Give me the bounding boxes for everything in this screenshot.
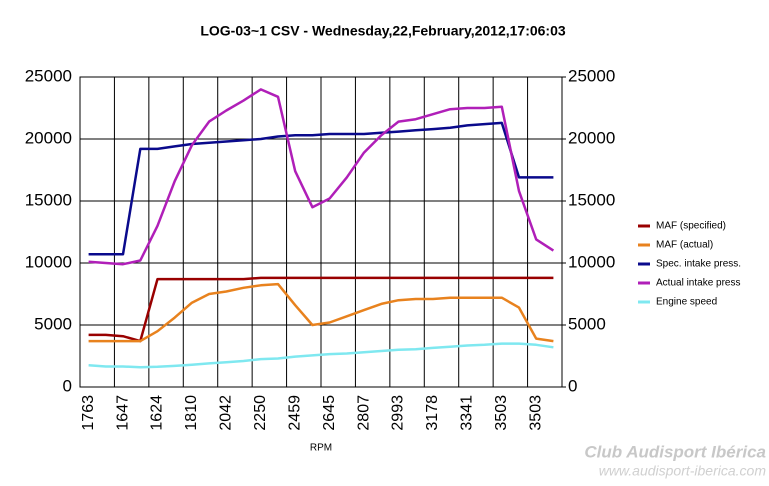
x-tick-label: 3503	[493, 395, 510, 431]
x-tick-label: 2459	[286, 395, 303, 431]
x-tick-label: 2993	[390, 395, 407, 431]
series-line	[88, 282, 554, 343]
legend-label: MAF (specified)	[656, 221, 726, 232]
legend-label: Actual intake press	[656, 278, 741, 289]
chart-title: LOG-03~1 CSV - Wednesday,22,February,201…	[200, 23, 566, 39]
x-tick-label: 2250	[252, 395, 269, 431]
x-axis-label: RPM	[310, 443, 332, 454]
y2-tick-label: 10000	[568, 252, 615, 271]
x-tick-label: 1763	[80, 395, 97, 431]
series-line	[88, 276, 554, 343]
x-tick-label: 2645	[321, 395, 338, 431]
y-tick-label: 25000	[25, 66, 72, 85]
watermark: Club Audisport Ibérica	[584, 442, 766, 461]
legend-label: Spec. intake press.	[656, 259, 741, 270]
series-line	[88, 121, 554, 256]
x-tick-label: 1624	[149, 395, 166, 431]
series-line	[88, 342, 554, 369]
y2-tick-label: 15000	[568, 190, 615, 209]
x-tick-label: 2042	[218, 395, 235, 431]
y-tick-label: 20000	[25, 128, 72, 147]
y2-tick-label: 25000	[568, 66, 615, 85]
y-tick-label: 10000	[25, 252, 72, 271]
x-tick-label: 3503	[527, 395, 544, 431]
y-tick-label: 5000	[34, 314, 72, 333]
y2-tick-label: 5000	[568, 314, 606, 333]
x-tick-label: 3178	[424, 395, 441, 431]
y2-tick-label: 0	[568, 376, 577, 395]
y-tick-label: 15000	[25, 190, 72, 209]
x-tick-label: 1647	[114, 395, 131, 431]
x-tick-label: 1810	[183, 395, 200, 431]
x-tick-label: 2807	[355, 395, 372, 431]
x-tick-label: 3341	[459, 395, 476, 431]
y-tick-label: 0	[63, 376, 72, 395]
legend-label: MAF (actual)	[656, 240, 713, 251]
series-line	[88, 88, 555, 266]
y2-tick-label: 20000	[568, 128, 615, 147]
legend-label: Engine speed	[656, 297, 717, 308]
watermark-url: www.audisport-iberica.com	[599, 463, 767, 479]
